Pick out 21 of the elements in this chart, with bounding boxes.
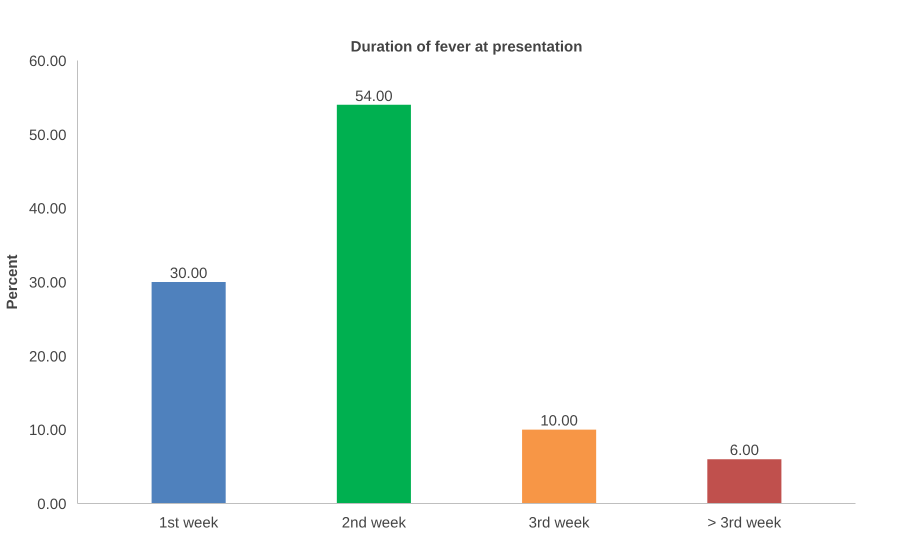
x-tick-label: 1st week <box>159 514 219 532</box>
data-label: 10.00 <box>540 412 578 430</box>
bar <box>707 459 782 504</box>
y-tick-label: 20.00 <box>28 348 67 366</box>
bar <box>152 282 226 504</box>
y-tick-label: 50.00 <box>28 126 67 144</box>
chart-title: Duration of fever at presentation <box>350 38 582 56</box>
y-tick-label: 0.00 <box>37 496 67 513</box>
y-tick-label: 30.00 <box>28 274 67 292</box>
y-tick-label: 40.00 <box>28 200 67 218</box>
bar <box>336 104 411 504</box>
data-label: 30.00 <box>170 265 208 282</box>
data-label: 54.00 <box>355 88 393 105</box>
x-tick-label: > 3rd week <box>707 514 782 532</box>
y-tick-label: 10.00 <box>28 422 67 440</box>
x-tick-label: 3rd week <box>528 514 590 532</box>
x-tick-label: 2nd week <box>342 514 406 532</box>
y-axis-title: Percent <box>4 254 21 310</box>
bar <box>522 430 596 504</box>
y-tick-label: 60.00 <box>28 53 67 70</box>
data-label: 6.00 <box>730 442 759 460</box>
